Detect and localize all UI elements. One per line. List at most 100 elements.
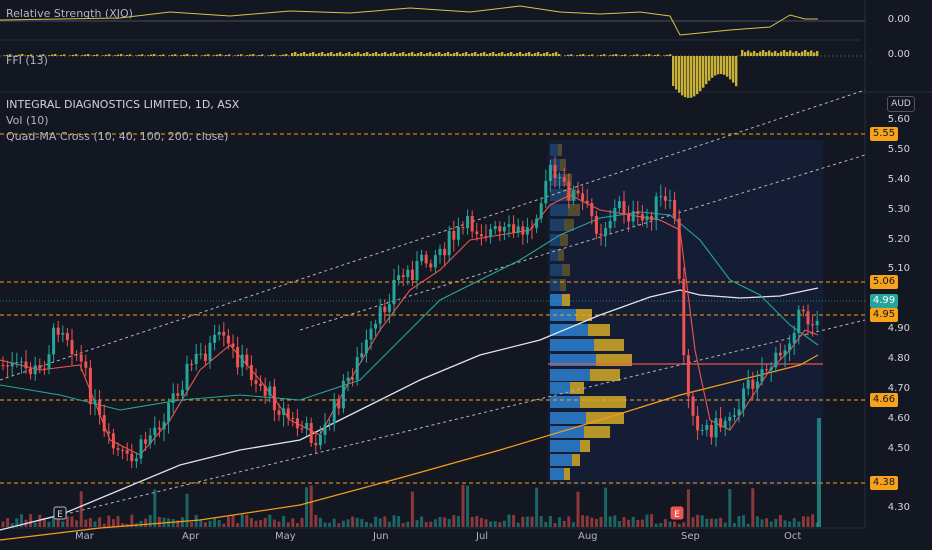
volume-bar: [374, 516, 378, 527]
earnings-marker-2[interactable]: E: [670, 506, 684, 520]
candle-body: [351, 377, 355, 380]
ma-100-line: [0, 287, 819, 531]
volume-bar: [383, 516, 387, 527]
ffi-bar: [705, 56, 708, 85]
ffi-bar: [543, 53, 546, 56]
candle-body: [98, 399, 102, 416]
ffi-bar: [303, 52, 306, 56]
ffi-bar: [690, 56, 693, 98]
candle-body: [420, 254, 424, 262]
volume-bar: [691, 517, 695, 527]
candle-body: [107, 431, 111, 434]
earnings-marker-1-label: E: [57, 510, 63, 520]
ffi-bar: [153, 54, 156, 56]
price-tick: 4.80: [887, 353, 910, 364]
candle-body: [125, 450, 129, 454]
ffi-bar: [9, 54, 12, 56]
price-tag-level-438[interactable]: 4.38: [870, 476, 898, 490]
candle-body: [443, 248, 447, 256]
price-tag-level-495[interactable]: 4.95: [870, 308, 898, 322]
candle-body: [447, 230, 451, 256]
volume-bar: [263, 517, 267, 527]
time-tick-sep: Sep: [681, 531, 700, 542]
ffi-bar: [642, 55, 645, 56]
rs-indicator-label[interactable]: Relative Strength (XJO): [6, 7, 133, 20]
ffi-bar: [519, 52, 522, 56]
candle-body: [484, 236, 488, 238]
volume-bar: [360, 519, 364, 527]
ffi-bar: [138, 54, 141, 56]
volume-bar: [723, 522, 727, 527]
currency-badge[interactable]: AUD: [887, 96, 915, 112]
ffi-bar: [420, 52, 423, 56]
earnings-marker-1[interactable]: E: [53, 506, 67, 520]
ffi-bar: [801, 51, 804, 56]
candle-body: [144, 439, 148, 444]
volume-profile-up-bar: [550, 234, 560, 246]
ffi-bar: [21, 54, 24, 56]
price-tag-last[interactable]: 4.99: [870, 294, 898, 308]
ffi-bar: [555, 52, 558, 56]
volume-profile-down-bar: [570, 382, 584, 394]
candle-body: [705, 425, 709, 430]
ffi-bar: [39, 54, 42, 56]
candle-body: [1, 365, 5, 366]
volume-bar: [328, 522, 332, 527]
ffi-indicator-label[interactable]: FFI (13): [6, 54, 48, 67]
candle-body: [714, 418, 718, 438]
volume-bar: [88, 518, 92, 527]
volume-profile-up-bar: [550, 174, 564, 186]
price-tag-level-506[interactable]: 5.06: [870, 275, 898, 289]
volume-bar: [314, 514, 318, 527]
volume-bar: [521, 516, 525, 527]
volume-bar: [507, 514, 511, 527]
ffi-bar: [321, 52, 324, 56]
volume-bar: [700, 515, 704, 527]
candle-body: [272, 386, 276, 411]
volume-bar: [226, 516, 230, 527]
volume-bar: [369, 523, 373, 527]
candle-body: [33, 365, 37, 375]
ffi-bar: [792, 52, 795, 56]
volume-bar: [38, 514, 42, 527]
candle-body: [650, 216, 654, 220]
ffi-bar: [93, 55, 96, 56]
ffi-bar: [777, 53, 780, 56]
ffi-bar: [597, 55, 600, 56]
volume-bar: [323, 522, 327, 527]
candle-body: [360, 353, 364, 358]
volume-profile-down-bar: [560, 159, 566, 171]
price-tag-level-466[interactable]: 4.66: [870, 393, 898, 407]
candle-body: [84, 361, 88, 368]
volume-bar: [535, 487, 539, 527]
candle-body: [806, 311, 810, 325]
candle-body: [410, 269, 414, 281]
ffi-bar: [108, 54, 111, 56]
ffi-bar: [183, 54, 186, 56]
ma-cross-indicator-label[interactable]: Quad-MA Cross (10, 40, 100, 200, close): [6, 130, 229, 143]
candle-body: [47, 354, 51, 370]
ffi-bar: [372, 53, 375, 56]
candle-body: [535, 218, 539, 229]
ffi-bar: [270, 54, 273, 56]
ffi-bar: [345, 53, 348, 56]
symbol-title[interactable]: INTEGRAL DIAGNOSTICS LIMITED, 1D, ASX: [6, 98, 240, 111]
candle-body: [512, 224, 516, 233]
candle-body: [466, 215, 470, 229]
volume-bar: [553, 523, 557, 527]
price-tag-level-555[interactable]: 5.55: [870, 127, 898, 141]
volume-bar: [567, 516, 571, 527]
volume-bar: [654, 523, 658, 527]
candle-body: [590, 203, 594, 216]
candle-body: [769, 367, 773, 371]
volume-indicator-label[interactable]: Vol (10): [6, 114, 49, 127]
volume-bar: [286, 522, 290, 527]
candle-body: [659, 196, 663, 198]
volume-bar: [236, 523, 240, 527]
volume-bar: [484, 519, 488, 527]
ffi-bar: [456, 52, 459, 56]
ffi-bar: [36, 55, 39, 56]
candle-body: [475, 231, 479, 235]
candle-body: [567, 181, 571, 201]
